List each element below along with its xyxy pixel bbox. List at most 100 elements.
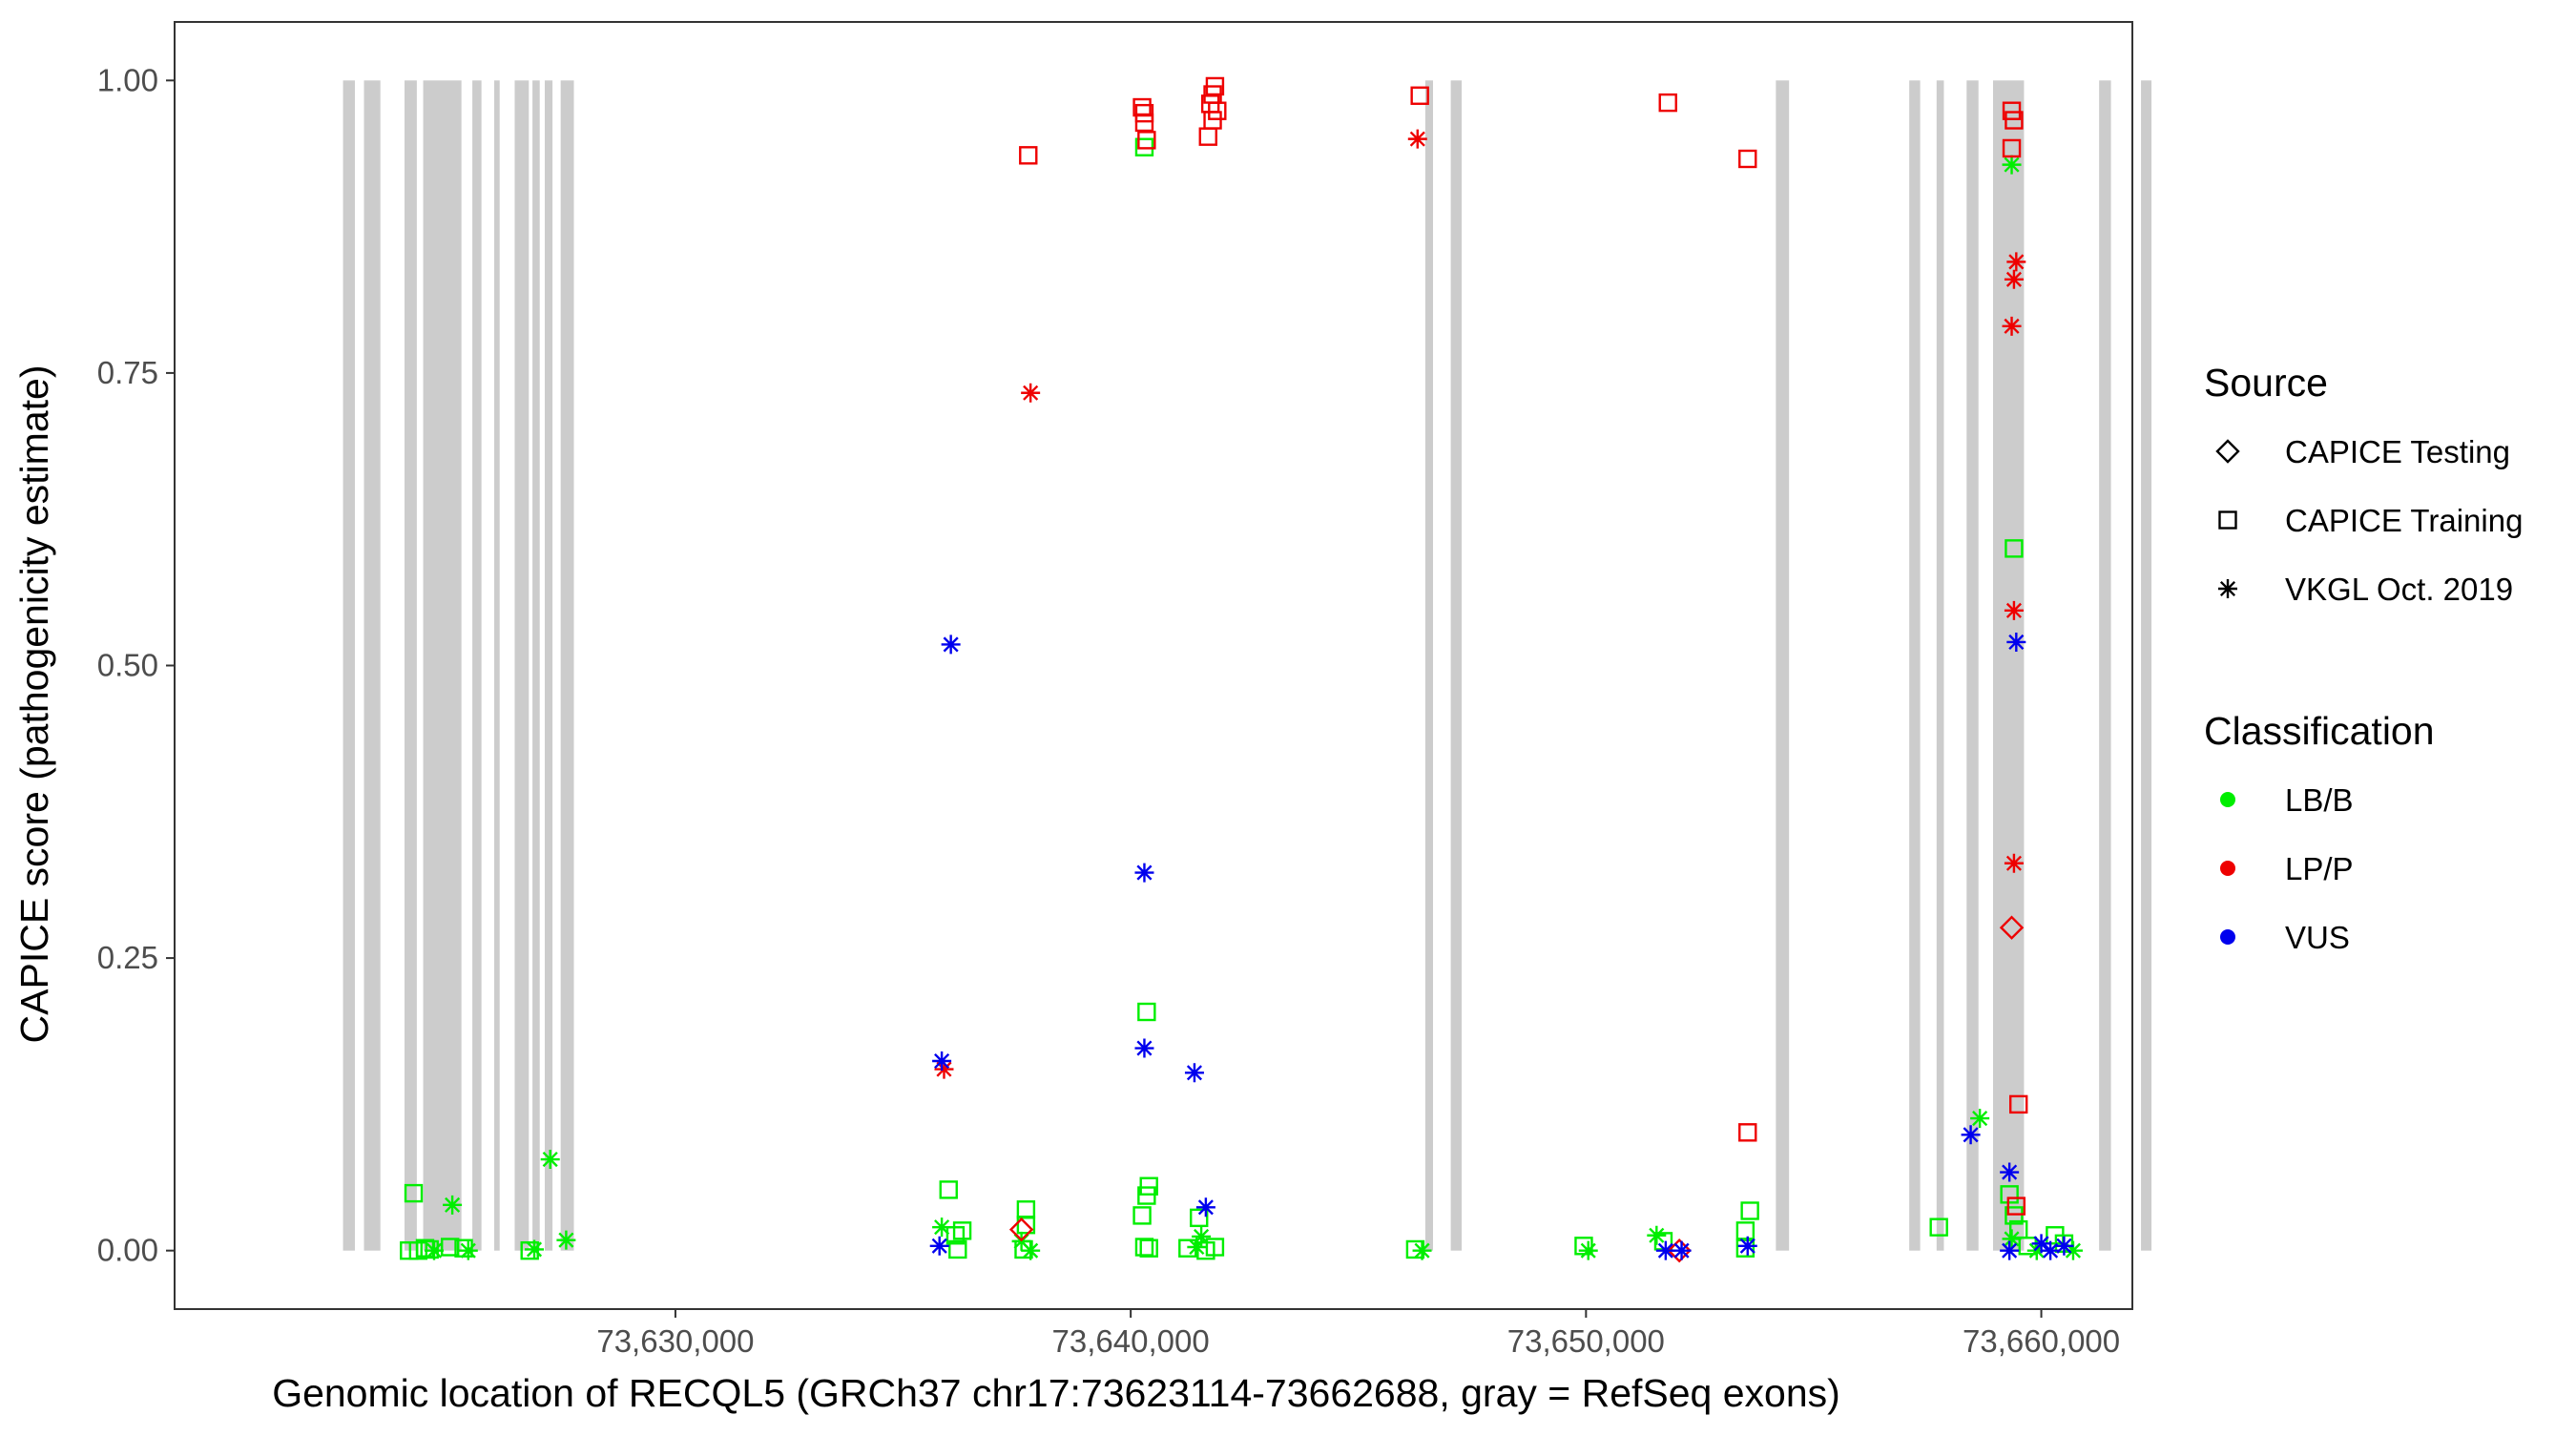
data-point: [2004, 269, 2024, 289]
exon-band: [544, 80, 553, 1251]
legend-label: CAPICE Training: [2285, 503, 2523, 538]
data-point: [420, 1239, 439, 1259]
data-point: [1134, 1238, 1154, 1257]
data-point: [1134, 103, 1154, 123]
y-tick-label: 0.75: [97, 355, 158, 390]
legend-title-source: Source: [2204, 361, 2328, 405]
data-point: [1008, 1217, 1034, 1242]
data-point: [1134, 863, 1154, 883]
data-point: [2041, 1240, 2061, 1260]
exon-band: [404, 80, 417, 1251]
exon-band: [423, 80, 462, 1251]
data-point: [1735, 1238, 1755, 1258]
legend: Source CAPICE Testing CAPICE Training VKGL…: [2204, 361, 2523, 955]
legend-classification-items: LB/B LP/P VUS: [2220, 782, 2354, 955]
data-point: [1198, 127, 1217, 146]
legend-item-asterisk: VKGL Oct. 2019: [2218, 572, 2513, 607]
exon-band: [514, 80, 530, 1251]
legend-label: LP/P: [2285, 851, 2354, 886]
data-point: [556, 1230, 576, 1250]
series-vus: [929, 632, 2074, 1260]
data-point: [1021, 1240, 1041, 1260]
legend-item-square: CAPICE Training: [2218, 503, 2523, 538]
data-point: [1647, 1225, 1667, 1245]
exon-band: [1424, 80, 1434, 1251]
data-point: [929, 1236, 949, 1256]
data-point: [2004, 600, 2024, 620]
data-point: [948, 1239, 967, 1259]
exon-band: [560, 80, 574, 1251]
legend-source-items: CAPICE Testing CAPICE Training VKGL Oct. 2…: [2215, 434, 2523, 607]
legend-label: VUS: [2285, 920, 2350, 955]
data-point: [939, 1180, 958, 1199]
data-point: [1738, 149, 1757, 169]
legend-key-asterisk: [2218, 579, 2237, 598]
y-axis-label: CAPICE score (pathogenicity estimate): [12, 365, 56, 1044]
data-point: [945, 1226, 966, 1245]
data-point: [934, 1059, 954, 1079]
data-point: [952, 1221, 972, 1240]
data-point: [1970, 1109, 1990, 1129]
legend-title-classification: Classification: [2204, 709, 2435, 753]
legend-key-dot: [2220, 792, 2235, 807]
data-point: [443, 1195, 463, 1215]
data-point: [2063, 1240, 2083, 1260]
exon-band: [472, 80, 482, 1251]
data-point: [2005, 539, 2024, 558]
data-point: [1192, 1226, 1212, 1246]
data-point: [1738, 1123, 1757, 1142]
data-point-layer: [400, 76, 2083, 1263]
data-point: [932, 1217, 952, 1238]
exon-band: [1450, 80, 1463, 1251]
data-point: [1410, 86, 1429, 105]
data-point: [2000, 1240, 2020, 1260]
data-point: [2002, 1229, 2022, 1249]
data-point: [2006, 1197, 2026, 1216]
data-point: [2006, 632, 2026, 652]
y-tick-label: 0.25: [97, 940, 158, 975]
data-point: [1412, 1240, 1432, 1260]
data-point: [2006, 252, 2026, 272]
data-point: [1019, 146, 1038, 165]
y-tick-label: 0.00: [97, 1233, 158, 1268]
data-point: [1134, 1038, 1154, 1058]
data-point: [1740, 1201, 1759, 1220]
data-point: [1132, 1206, 1152, 1225]
exon-band: [2099, 80, 2111, 1251]
data-point: [2002, 316, 2022, 336]
exon-band: [1936, 80, 1944, 1251]
data-point: [1672, 1240, 1692, 1260]
legend-label: LB/B: [2285, 782, 2354, 818]
data-point: [425, 1240, 445, 1260]
y-axis: 0.00 0.25 0.50 0.75 1.00: [97, 62, 175, 1268]
exon-band: [532, 80, 540, 1251]
legend-key-diamond: [2215, 439, 2240, 464]
data-point: [441, 1238, 460, 1257]
data-point: [1139, 1176, 1158, 1196]
data-point: [1205, 1238, 1225, 1257]
y-tick-label: 1.00: [97, 62, 158, 97]
data-point: [2002, 138, 2022, 158]
data-point: [2000, 1162, 2020, 1182]
legend-key-square: [2218, 510, 2237, 530]
x-tick-label: 73,640,000: [1052, 1323, 1210, 1359]
exon-band: [2141, 80, 2152, 1251]
data-point: [2000, 1185, 2019, 1204]
exon-band: [1992, 80, 2025, 1251]
data-point: [2031, 1234, 2051, 1254]
data-point: [1737, 1236, 1757, 1256]
data-point: [1137, 1186, 1156, 1205]
data-point: [1735, 1221, 1755, 1240]
legend-item-classification: LB/B: [2220, 782, 2354, 818]
legend-item-classification: VUS: [2220, 920, 2350, 955]
exon-band: [343, 80, 355, 1251]
data-point: [524, 1239, 544, 1259]
x-axis-label: Genomic location of RECQL5 (GRCh37 chr17…: [272, 1371, 1840, 1415]
data-point: [2054, 1236, 2074, 1256]
data-point: [2005, 1206, 2024, 1225]
legend-item-classification: LP/P: [2220, 851, 2354, 886]
x-axis: 73,630,000 73,640,000 73,650,000 73,660,000: [596, 1309, 2120, 1359]
exon-band: [1909, 80, 1921, 1251]
data-point: [1139, 1238, 1158, 1258]
